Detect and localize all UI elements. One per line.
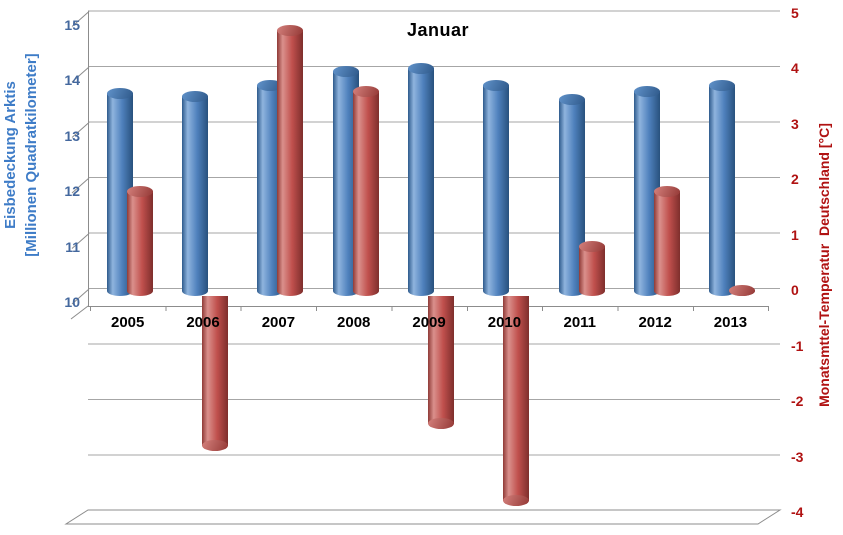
left-axis-tick bbox=[71, 122, 90, 138]
bar-temperatur-2013-cap bbox=[729, 285, 756, 297]
bar-temperatur-2010 bbox=[503, 296, 530, 507]
bar-temperatur-2005-cap bbox=[126, 185, 153, 197]
bar-eisbedeckung-2013 bbox=[709, 80, 736, 296]
left-axis-tick bbox=[71, 66, 90, 83]
bar-temperatur-2012 bbox=[654, 185, 681, 296]
bar-eisbedeckung-2009-cap bbox=[408, 63, 435, 75]
bar-eisbedeckung-2012-cap bbox=[634, 85, 661, 97]
bar-temperatur-2012-cap bbox=[654, 185, 681, 197]
bar-temperatur-2006 bbox=[202, 296, 229, 451]
bar-temperatur-2011-cap bbox=[578, 241, 605, 253]
bar-eisbedeckung-2009 bbox=[408, 63, 435, 296]
bar-eisbedeckung-2010 bbox=[483, 80, 510, 296]
bar-eisbedeckung-2007-cap bbox=[257, 80, 284, 92]
bar-temperatur-2008-cap bbox=[352, 85, 379, 97]
left-axis-tick bbox=[71, 177, 90, 194]
bar-eisbedeckung-2011-cap bbox=[558, 93, 585, 105]
bar-temperatur-2008 bbox=[352, 85, 379, 296]
chart-floor bbox=[64, 509, 782, 525]
bar-temperatur-2009-cap bbox=[428, 417, 455, 429]
bar-eisbedeckung-2010-cap bbox=[483, 80, 510, 92]
bar-eisbedeckung-2005-cap bbox=[106, 88, 133, 100]
category-axis-corner bbox=[70, 305, 89, 320]
bar-temperatur-2006-cap bbox=[202, 439, 229, 451]
bar-temperatur-2009 bbox=[428, 296, 455, 429]
bar-temperatur-2011 bbox=[578, 241, 605, 296]
left-axis-tick bbox=[71, 288, 90, 305]
bar-temperatur-2005 bbox=[126, 185, 153, 296]
bar-eisbedeckung-2006-cap bbox=[182, 91, 209, 103]
bar-eisbedeckung-2013-cap bbox=[709, 80, 736, 92]
bar-temperatur-2013 bbox=[729, 285, 756, 297]
bar-temperatur-2007-cap bbox=[277, 24, 304, 36]
left-axis-tick bbox=[71, 233, 90, 249]
bar-eisbedeckung-2006 bbox=[182, 91, 209, 296]
left-axis-tick bbox=[71, 11, 90, 27]
bar-eisbedeckung-2008-cap bbox=[332, 66, 359, 78]
bar-temperatur-2007 bbox=[277, 24, 304, 296]
bar-temperatur-2010-cap bbox=[503, 495, 530, 507]
